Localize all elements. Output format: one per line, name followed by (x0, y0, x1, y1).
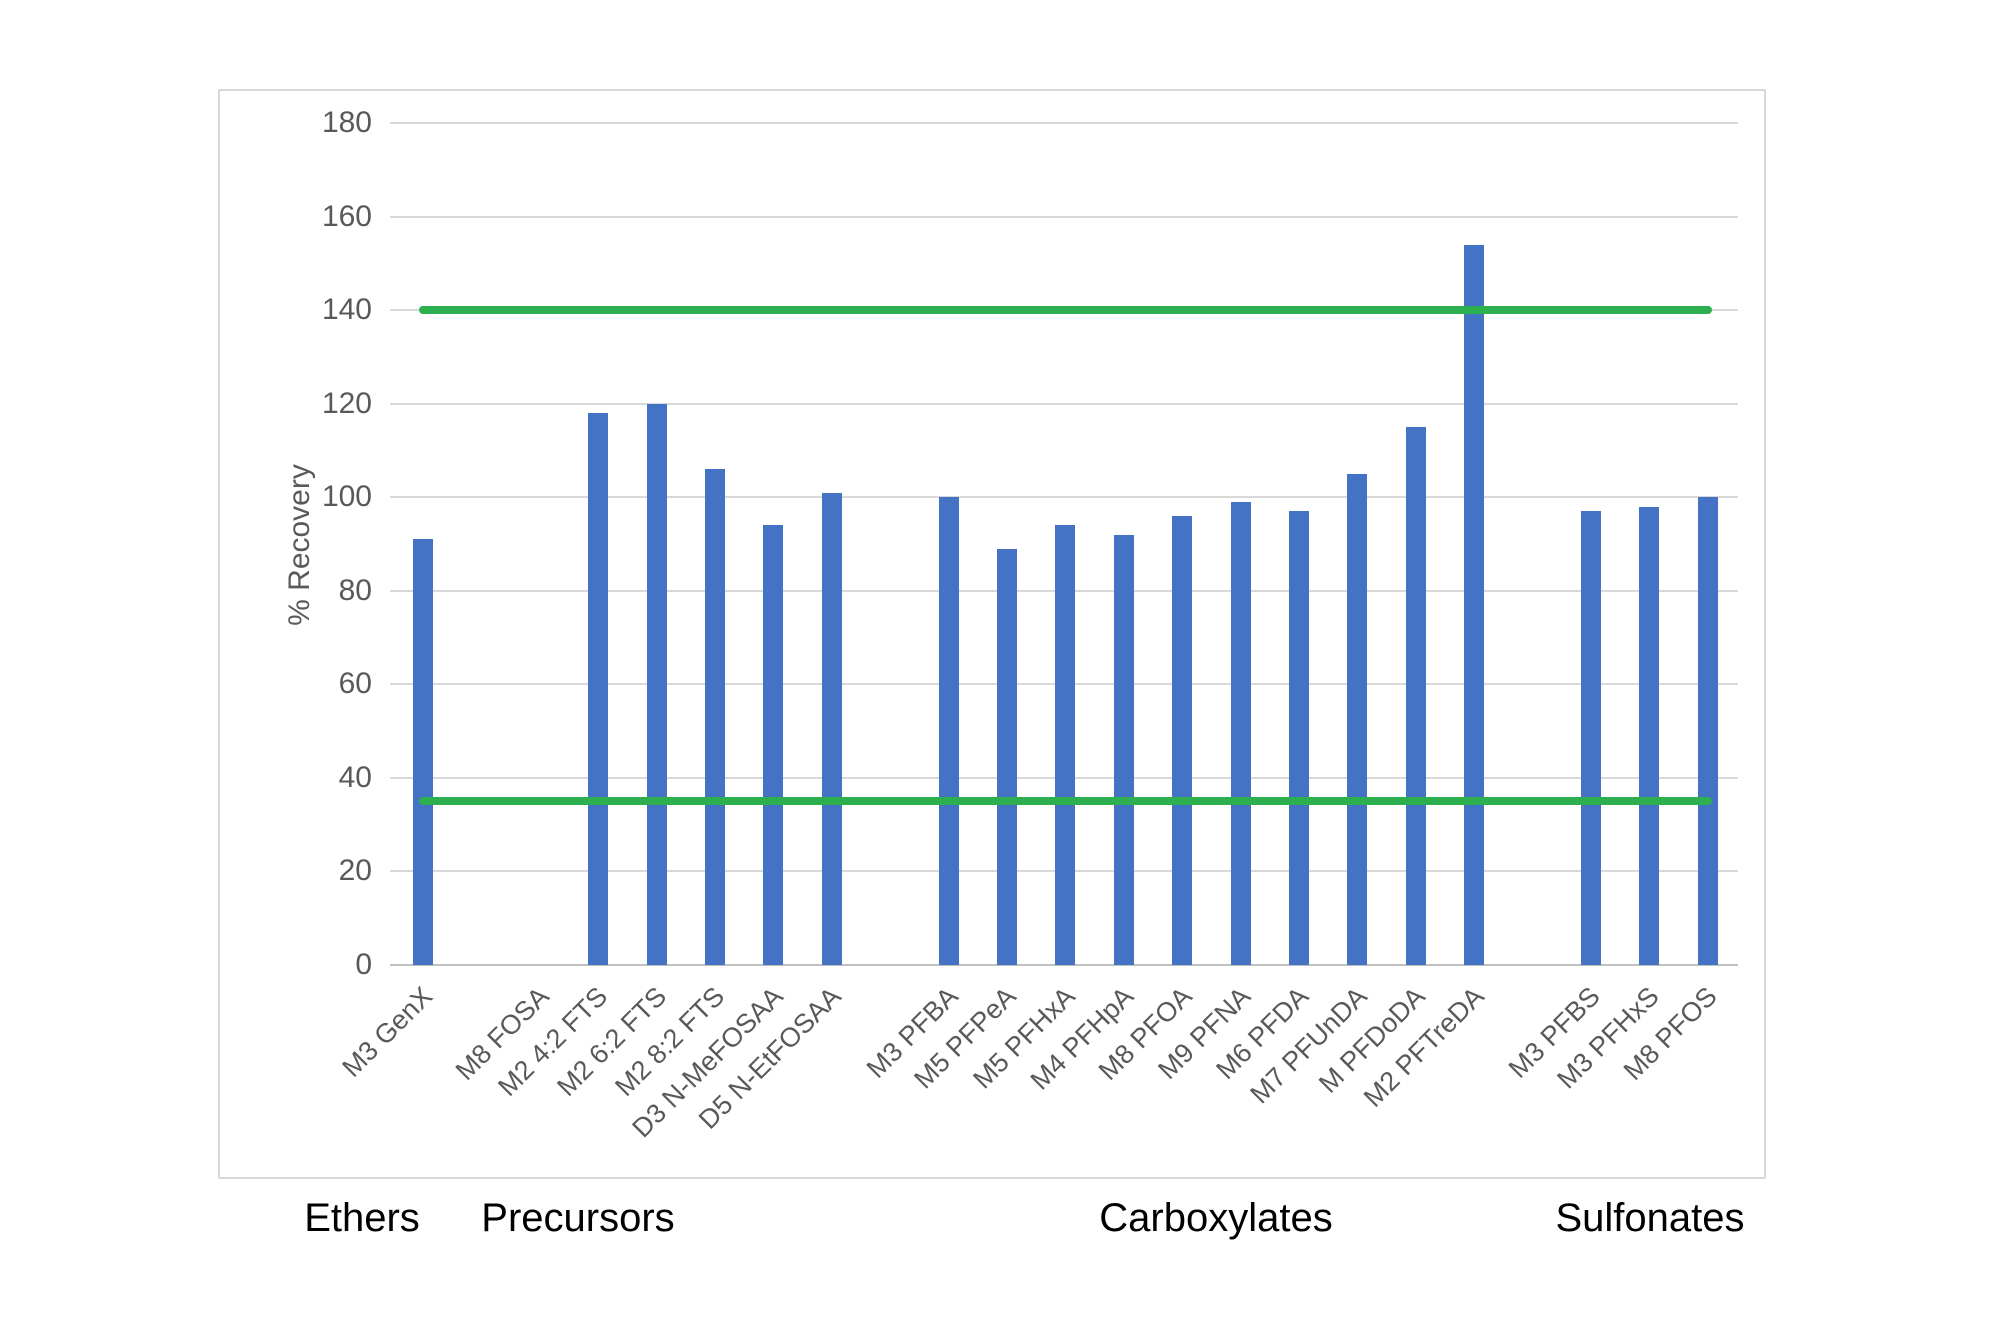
y-tick-label: 180 (321, 106, 372, 139)
bar (938, 497, 959, 965)
y-tick-label: 40 (338, 760, 372, 794)
bar (1055, 525, 1076, 965)
bar (997, 548, 1017, 965)
y-tick-label: 80 (338, 573, 372, 607)
group-label-precursors: Precursors (481, 1196, 675, 1240)
bar (1289, 511, 1309, 965)
gridline (390, 402, 1738, 405)
bar (1639, 506, 1660, 965)
y-tick-label: 60 (338, 667, 372, 701)
bar (821, 492, 842, 965)
y-tick-label: 140 (321, 293, 372, 327)
y-tick-label: 0 (355, 948, 372, 981)
bar (646, 403, 667, 965)
bar (705, 469, 725, 965)
bar (1347, 473, 1368, 965)
group-label-ethers: Ethers (304, 1196, 420, 1240)
recovery-bar-chart: % Recovery 0 20 40 60 80 100 120 140 160 180 M3 Ge… (218, 89, 1766, 1179)
upper-recovery-limit-line (419, 306, 1712, 315)
gridline (390, 122, 1738, 124)
bar (588, 413, 609, 965)
y-tick-label: 20 (338, 854, 372, 888)
bar (1113, 534, 1134, 965)
gridline (390, 215, 1738, 218)
y-tick-label: 120 (321, 386, 372, 420)
bar (763, 525, 784, 965)
x-category-label: M3 GenX (336, 981, 439, 1083)
x-axis-line (390, 964, 1738, 966)
bar (1405, 427, 1426, 965)
gridline (390, 496, 1738, 499)
bar (1581, 511, 1601, 965)
y-tick-label: 160 (321, 199, 372, 233)
bar (1172, 515, 1193, 965)
bar (413, 539, 433, 965)
bar (1697, 497, 1718, 965)
bar (1464, 244, 1485, 965)
bar (1230, 501, 1251, 965)
group-label-carboxylates: Carboxylates (1099, 1196, 1333, 1240)
group-label-sulfonates: Sulfonates (1555, 1196, 1745, 1240)
y-tick-label: 100 (321, 480, 372, 514)
lower-recovery-limit-line (419, 797, 1712, 806)
